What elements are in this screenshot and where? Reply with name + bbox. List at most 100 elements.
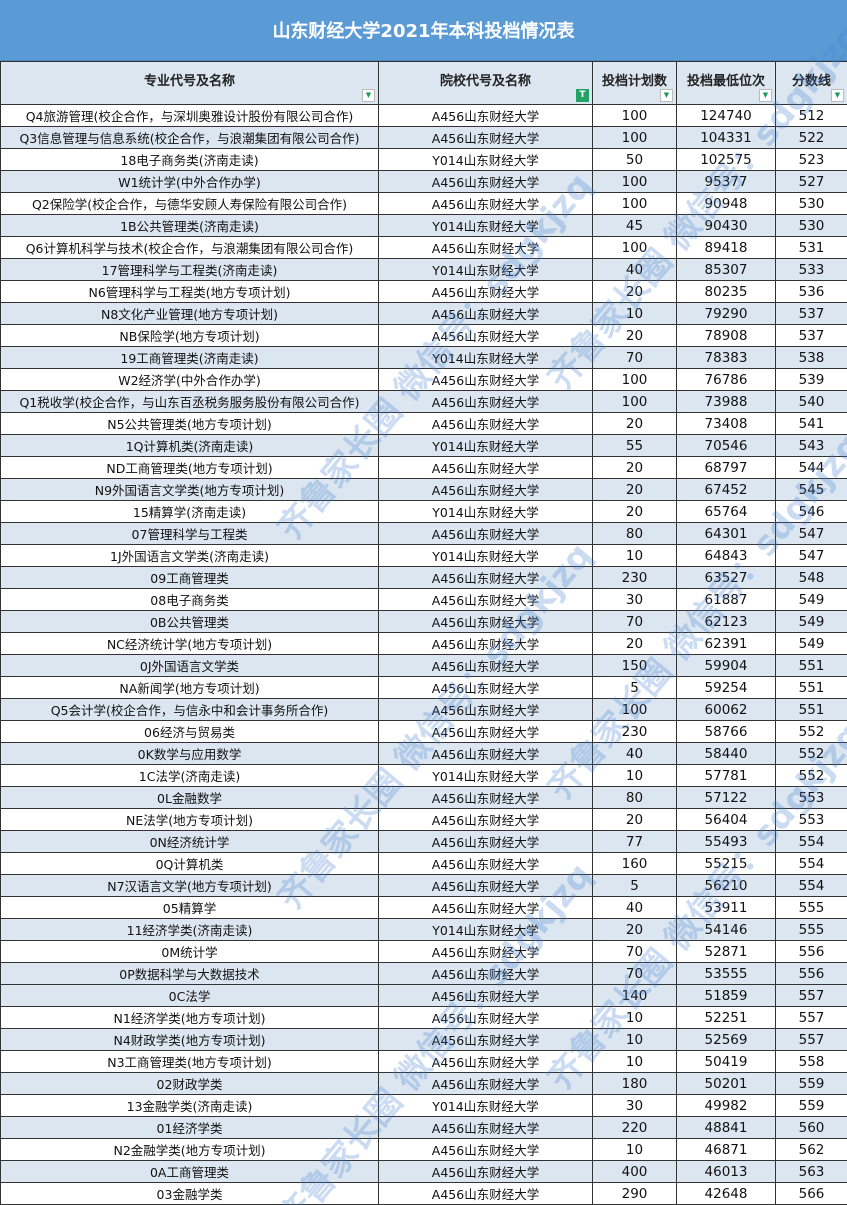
cell-plan: 140 — [592, 984, 677, 1007]
cell-school: A456山东财经大学 — [378, 104, 593, 127]
cell-major: N1经济学类(地方专项计划) — [0, 1006, 379, 1029]
cell-min-rank: 52569 — [676, 1028, 776, 1051]
cell-score: 549 — [775, 610, 847, 633]
cell-plan: 70 — [592, 610, 677, 633]
cell-score: 530 — [775, 192, 847, 215]
cell-score: 552 — [775, 764, 847, 787]
cell-school: Y014山东财经大学 — [378, 544, 593, 567]
filter-active-icon[interactable]: T — [576, 89, 589, 102]
cell-major: 0Q计算机类 — [0, 852, 379, 875]
cell-major: 0J外国语言文学类 — [0, 654, 379, 677]
cell-plan: 290 — [592, 1182, 677, 1205]
cell-major: N5公共管理类(地方专项计划) — [0, 412, 379, 435]
cell-score: 546 — [775, 500, 847, 523]
cell-score: 559 — [775, 1094, 847, 1117]
table-row: 1J外国语言文学类(济南走读) Y014山东财经大学 10 64843 547 — [0, 544, 847, 567]
cell-plan: 100 — [592, 390, 677, 413]
filter-dropdown-icon[interactable]: ▼ — [831, 89, 844, 102]
cell-min-rank: 52251 — [676, 1006, 776, 1029]
table-row: Q2保险学(校企合作，与德华安顾人寿保险有限公司合作) A456山东财经大学 100… — [0, 192, 847, 215]
cell-plan: 40 — [592, 258, 677, 281]
cell-school: Y014山东财经大学 — [378, 434, 593, 457]
cell-plan: 100 — [592, 104, 677, 127]
cell-min-rank: 104331 — [676, 126, 776, 149]
filter-dropdown-icon[interactable]: ▼ — [759, 89, 772, 102]
cell-major: 13金融学类(济南走读) — [0, 1094, 379, 1117]
cell-plan: 230 — [592, 720, 677, 743]
cell-plan: 80 — [592, 786, 677, 809]
cell-major: Q5会计学(校企合作，与信永中和会计事务所合作) — [0, 698, 379, 721]
cell-school: A456山东财经大学 — [378, 456, 593, 479]
table-row: N4财政学类(地方专项计划) A456山东财经大学 10 52569 557 — [0, 1028, 847, 1051]
cell-school: A456山东财经大学 — [378, 236, 593, 259]
cell-major: 07管理科学与工程类 — [0, 522, 379, 545]
cell-school: Y014山东财经大学 — [378, 918, 593, 941]
cell-score: 543 — [775, 434, 847, 457]
cell-score: 560 — [775, 1116, 847, 1139]
table-row: Q5会计学(校企合作，与信永中和会计事务所合作) A456山东财经大学 100 600… — [0, 698, 847, 721]
cell-major: NE法学(地方专项计划) — [0, 808, 379, 831]
cell-school: A456山东财经大学 — [378, 786, 593, 809]
column-header-school: 院校代号及名称 T — [378, 61, 593, 105]
table-row: 03金融学类 A456山东财经大学 290 42648 566 — [0, 1182, 847, 1205]
cell-min-rank: 102575 — [676, 148, 776, 171]
cell-major: N3工商管理类(地方专项计划) — [0, 1050, 379, 1073]
cell-min-rank: 89418 — [676, 236, 776, 259]
cell-major: 17管理科学与工程类(济南走读) — [0, 258, 379, 281]
cell-min-rank: 50419 — [676, 1050, 776, 1073]
cell-plan: 45 — [592, 214, 677, 237]
cell-major: N4财政学类(地方专项计划) — [0, 1028, 379, 1051]
cell-plan: 5 — [592, 874, 677, 897]
cell-min-rank: 85307 — [676, 258, 776, 281]
cell-score: 545 — [775, 478, 847, 501]
cell-min-rank: 80235 — [676, 280, 776, 303]
cell-school: A456山东财经大学 — [378, 720, 593, 743]
cell-school: A456山东财经大学 — [378, 192, 593, 215]
cell-min-rank: 53555 — [676, 962, 776, 985]
cell-plan: 55 — [592, 434, 677, 457]
cell-plan: 220 — [592, 1116, 677, 1139]
cell-school: A456山东财经大学 — [378, 280, 593, 303]
cell-major: 02财政学类 — [0, 1072, 379, 1095]
cell-plan: 70 — [592, 940, 677, 963]
cell-score: 523 — [775, 148, 847, 171]
cell-min-rank: 53911 — [676, 896, 776, 919]
cell-min-rank: 54146 — [676, 918, 776, 941]
table-row: Q1税收学(校企合作，与山东百丞税务服务股份有限公司合作) A456山东财经大学 1… — [0, 390, 847, 413]
cell-school: A456山东财经大学 — [378, 478, 593, 501]
cell-min-rank: 46013 — [676, 1160, 776, 1183]
table-row: N5公共管理类(地方专项计划) A456山东财经大学 20 73408 541 — [0, 412, 847, 435]
filter-dropdown-icon[interactable]: ▼ — [362, 89, 375, 102]
cell-plan: 100 — [592, 698, 677, 721]
table-row: 07管理科学与工程类 A456山东财经大学 80 64301 547 — [0, 522, 847, 545]
cell-plan: 10 — [592, 1006, 677, 1029]
filter-dropdown-icon[interactable]: ▼ — [660, 89, 673, 102]
cell-min-rank: 52871 — [676, 940, 776, 963]
cell-major: N8文化产业管理(地方专项计划) — [0, 302, 379, 325]
table-row: NC经济统计学(地方专项计划) A456山东财经大学 20 62391 549 — [0, 632, 847, 655]
cell-min-rank: 90430 — [676, 214, 776, 237]
cell-plan: 10 — [592, 1138, 677, 1161]
cell-min-rank: 56210 — [676, 874, 776, 897]
table-row: 0M统计学 A456山东财经大学 70 52871 556 — [0, 940, 847, 963]
table-row: N7汉语言文学(地方专项计划) A456山东财经大学 5 56210 554 — [0, 874, 847, 897]
cell-min-rank: 78908 — [676, 324, 776, 347]
cell-min-rank: 90948 — [676, 192, 776, 215]
cell-major: 19工商管理类(济南走读) — [0, 346, 379, 369]
table-row: 05精算学 A456山东财经大学 40 53911 555 — [0, 896, 847, 919]
cell-school: A456山东财经大学 — [378, 830, 593, 853]
cell-school: Y014山东财经大学 — [378, 148, 593, 171]
cell-min-rank: 73408 — [676, 412, 776, 435]
cell-school: Y014山东财经大学 — [378, 1094, 593, 1117]
cell-school: A456山东财经大学 — [378, 742, 593, 765]
cell-plan: 20 — [592, 412, 677, 435]
cell-min-rank: 48841 — [676, 1116, 776, 1139]
cell-plan: 150 — [592, 654, 677, 677]
cell-plan: 10 — [592, 544, 677, 567]
cell-min-rank: 64301 — [676, 522, 776, 545]
cell-school: Y014山东财经大学 — [378, 764, 593, 787]
cell-score: 551 — [775, 698, 847, 721]
cell-score: 557 — [775, 1006, 847, 1029]
cell-major: Q2保险学(校企合作，与德华安顾人寿保险有限公司合作) — [0, 192, 379, 215]
